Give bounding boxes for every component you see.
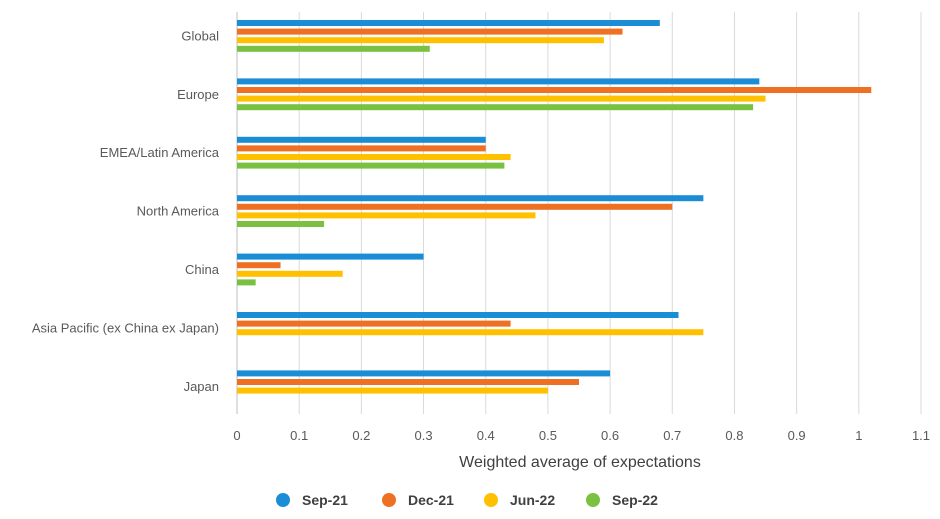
- bar-sep-22: [237, 104, 754, 111]
- x-tick-label: 1: [855, 428, 862, 443]
- bar-sep-21: [237, 78, 760, 85]
- x-tick-label: 0.9: [788, 428, 806, 443]
- category-label: China: [185, 262, 220, 277]
- x-tick-label: 0.7: [663, 428, 681, 443]
- category-label: Europe: [177, 87, 219, 102]
- legend-label: Sep-22: [612, 492, 658, 508]
- bar-dec-21: [237, 145, 486, 152]
- legend-marker: [276, 493, 290, 507]
- legend-label: Jun-22: [510, 492, 555, 508]
- bar-sep-22: [237, 45, 430, 52]
- legend: Sep-21 Dec-21 Jun-22 Sep-22: [276, 492, 658, 508]
- x-tick-label: 0: [233, 428, 240, 443]
- x-tick-label: 0.8: [725, 428, 743, 443]
- legend-label: Dec-21: [408, 492, 454, 508]
- bar-jun-22: [237, 387, 548, 394]
- bar-sep-21: [237, 312, 679, 318]
- bar-jun-22: [237, 329, 704, 336]
- x-tick-label: 0.6: [601, 428, 619, 443]
- bar-dec-21: [237, 379, 579, 385]
- bar-sep-21: [237, 370, 611, 377]
- x-axis-title: Weighted average of expectations: [459, 454, 701, 471]
- bar-sep-21: [237, 253, 424, 260]
- x-tick-labels: 0 0.1 0.2 0.3 0.4 0.5 0.6 0.7 0.8 0.9 1 1.1: [233, 428, 930, 443]
- bar-sep-22: [237, 162, 505, 169]
- bar-dec-21: [237, 28, 623, 35]
- legend-marker: [586, 493, 600, 507]
- bar-dec-21: [237, 203, 673, 210]
- x-tick-label: 0.5: [539, 428, 557, 443]
- bar-sep-22: [237, 221, 325, 227]
- category-label: North America: [137, 204, 220, 219]
- legend-item-jun-22[interactable]: Jun-22: [484, 492, 555, 508]
- legend-marker: [382, 493, 396, 507]
- legend-item-sep-22[interactable]: Sep-22: [586, 492, 658, 508]
- category-label: EMEA/Latin America: [100, 145, 220, 160]
- legend-marker: [484, 493, 498, 507]
- bar-sep-22: [237, 279, 256, 286]
- x-tick-label: 0.3: [415, 428, 433, 443]
- bar-jun-22: [237, 37, 604, 44]
- category-label: Japan: [184, 379, 219, 394]
- bar-sep-21: [237, 195, 704, 202]
- bar-jun-22: [237, 270, 343, 277]
- x-tick-label: 0.2: [352, 428, 370, 443]
- bar-dec-21: [237, 262, 281, 269]
- category-labels: Global Europe EMEA/Latin America North Amer…: [32, 28, 220, 393]
- bar-jun-22: [237, 154, 511, 160]
- legend-item-sep-21[interactable]: Sep-21: [276, 492, 348, 508]
- bars: [237, 20, 872, 394]
- bar-jun-22: [237, 212, 536, 219]
- x-tick-label: 0.1: [290, 428, 308, 443]
- legend-item-dec-21[interactable]: Dec-21: [382, 492, 454, 508]
- x-tick-label: 0.4: [477, 428, 495, 443]
- x-tick-label: 1.1: [912, 428, 930, 443]
- bar-dec-21: [237, 87, 872, 93]
- category-label: Asia Pacific (ex China ex Japan): [32, 320, 219, 335]
- bar-jun-22: [237, 95, 766, 102]
- bar-sep-21: [237, 20, 660, 26]
- bar-sep-21: [237, 136, 486, 143]
- category-label: Global: [181, 28, 219, 43]
- bar-dec-21: [237, 320, 511, 327]
- legend-label: Sep-21: [302, 492, 348, 508]
